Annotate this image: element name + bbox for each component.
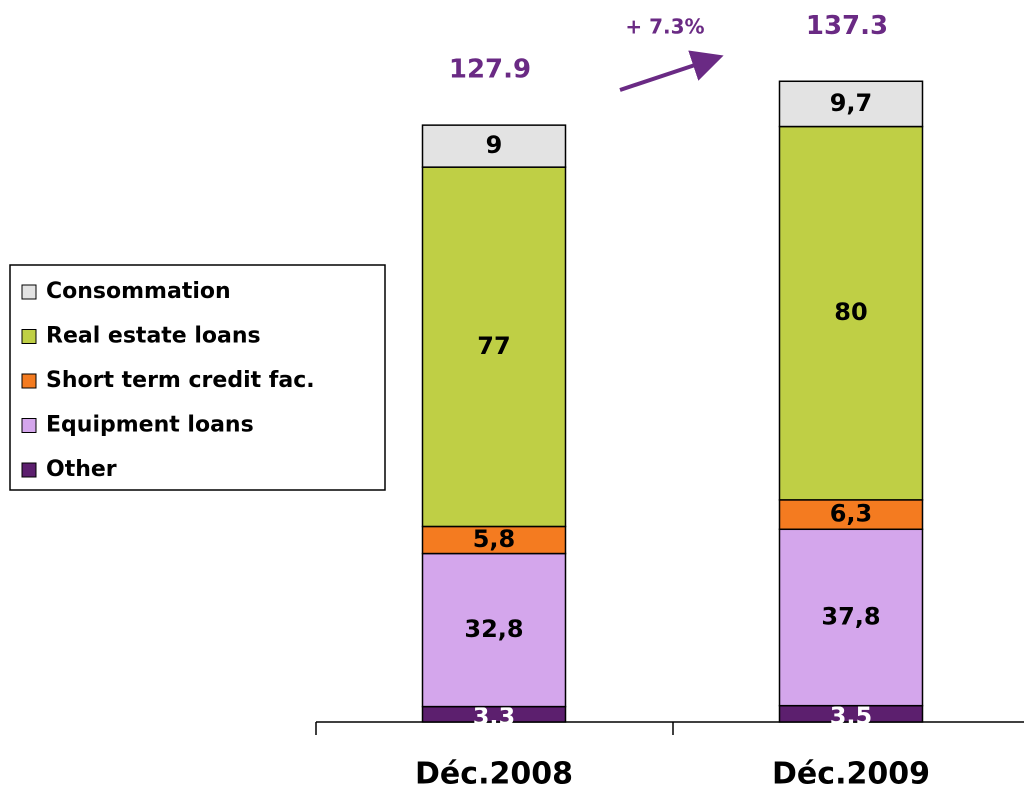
legend-swatch (21, 329, 37, 344)
bar-segment (421, 552, 567, 708)
data-label: 3,5 (830, 702, 873, 730)
data-label: 80 (834, 298, 867, 326)
data-label: 32,8 (464, 615, 523, 643)
bar-segment (421, 124, 567, 168)
x-tick-label: Déc.2008 (415, 757, 573, 787)
data-label: 77 (477, 332, 510, 360)
data-label: 37,8 (821, 602, 880, 630)
bar-segment (778, 80, 924, 128)
growth-arrow (619, 50, 724, 92)
legend-swatch (21, 418, 37, 433)
legend-swatch (21, 462, 37, 478)
data-label: 9,7 (830, 89, 873, 117)
legend (9, 264, 386, 491)
data-label: 5,8 (473, 525, 516, 553)
legend-swatch (21, 284, 37, 300)
legend-label: Consommation (46, 279, 231, 304)
legend-label: Real estate loans (46, 324, 261, 349)
legend-label: Short term credit fac. (46, 368, 315, 393)
growth-annotation: + 7.3% (625, 15, 704, 39)
bar-segment (778, 528, 924, 707)
legend-swatch (21, 373, 37, 389)
total-label: 137.3 (806, 11, 888, 41)
legend-label: Other (46, 457, 117, 482)
legend-label: Equipment loans (46, 413, 254, 438)
total-label: 127.9 (449, 55, 531, 85)
bar-segment (421, 166, 567, 528)
data-label: 6,3 (830, 500, 873, 528)
bar-segment (778, 125, 924, 501)
x-tick-label: Déc.2009 (772, 757, 930, 787)
data-label: 9 (486, 131, 503, 159)
